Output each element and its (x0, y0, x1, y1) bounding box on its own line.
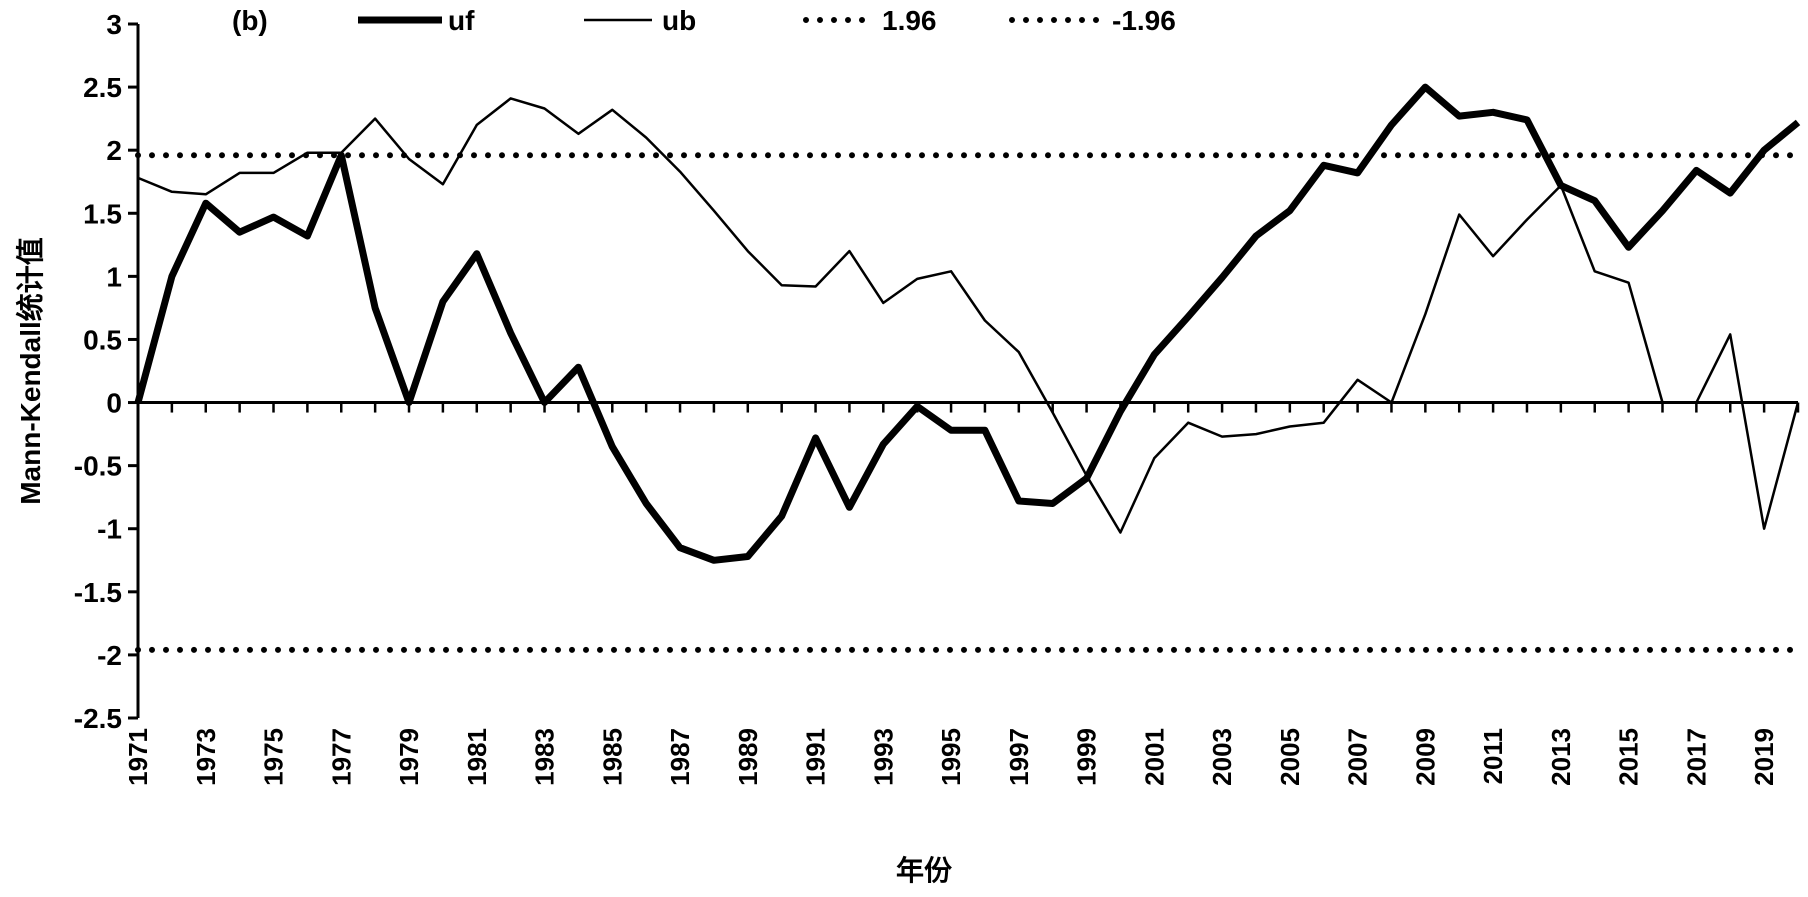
x-tick-label: 2001 (1139, 728, 1169, 786)
x-tick-label: 2007 (1343, 728, 1373, 786)
y-axis-title: Mann-Kendall统计值 (14, 237, 46, 505)
x-tick-label: 2003 (1207, 728, 1237, 786)
axes-group (136, 24, 1798, 718)
legend-label--1.96: -1.96 (1112, 5, 1176, 36)
x-tick-label: 2005 (1275, 728, 1305, 786)
y-axis-title-group: Mann-Kendall统计值 (14, 237, 46, 505)
legend-label-ub: ub (662, 5, 696, 36)
x-tick-label: 1999 (1072, 728, 1102, 786)
x-tick-label: 1983 (530, 728, 560, 786)
x-tick-label: 1995 (936, 728, 966, 786)
x-tick-label: 1987 (665, 728, 695, 786)
y-tick-label: 2 (106, 135, 122, 166)
x-tick-label: 1991 (801, 728, 831, 786)
y-tick-label: -1 (97, 514, 122, 545)
y-tick-label: 2.5 (83, 72, 122, 103)
y-tick-label: -2 (97, 640, 122, 671)
x-tick-label: 2015 (1614, 728, 1644, 786)
y-tick-label: 1.5 (83, 198, 122, 229)
y-tick-label: 0.5 (83, 324, 122, 355)
x-tick-label: 1971 (123, 728, 153, 786)
y-tick-label: -1.5 (74, 577, 122, 608)
y-tick-label: 3 (106, 9, 122, 40)
x-ticks-group: 1971 1973 1975 1977 1979 1981 1983 1985 1987 1989… (123, 402, 1800, 786)
x-tick-label: 1989 (733, 728, 763, 786)
x-tick-label: 2017 (1681, 728, 1711, 786)
x-tick-label: 1979 (394, 728, 424, 786)
x-tick-label: 2011 (1478, 728, 1508, 784)
y-tick-label: -2.5 (74, 703, 122, 734)
x-tick-label: 1993 (868, 728, 898, 786)
legend-label-1.96: 1.96 (882, 5, 937, 36)
x-tick-label: 2013 (1546, 728, 1576, 786)
x-tick-label: 1997 (1004, 728, 1034, 786)
series-group (134, 83, 1801, 653)
panel-label: (b) (232, 5, 268, 36)
x-tick-label: 2009 (1410, 728, 1440, 786)
y-ticks-group: 3 2.5 2 1.5 1 0.5 0 -0.5 -1 -1.5 -2 -2.5 (74, 9, 138, 734)
x-tick-label: 1977 (326, 728, 356, 786)
series-line-ub (137, 97, 1800, 534)
x-tick-label: 1981 (462, 728, 492, 786)
x-tick-label: 1985 (597, 728, 627, 786)
y-tick-label: -0.5 (74, 451, 122, 482)
y-tick-label: 1 (106, 261, 122, 292)
series-line-uf (134, 83, 1801, 564)
legend-group: (b) uf ub 1.96 -1.96 (232, 5, 1176, 36)
x-axis-title: 年份 (896, 854, 952, 886)
legend-label-uf: uf (448, 5, 475, 36)
y-tick-label: 0 (106, 388, 122, 419)
x-tick-label: 2019 (1749, 728, 1779, 786)
x-tick-label: 1975 (259, 728, 289, 786)
x-tick-label: 1973 (191, 728, 221, 786)
